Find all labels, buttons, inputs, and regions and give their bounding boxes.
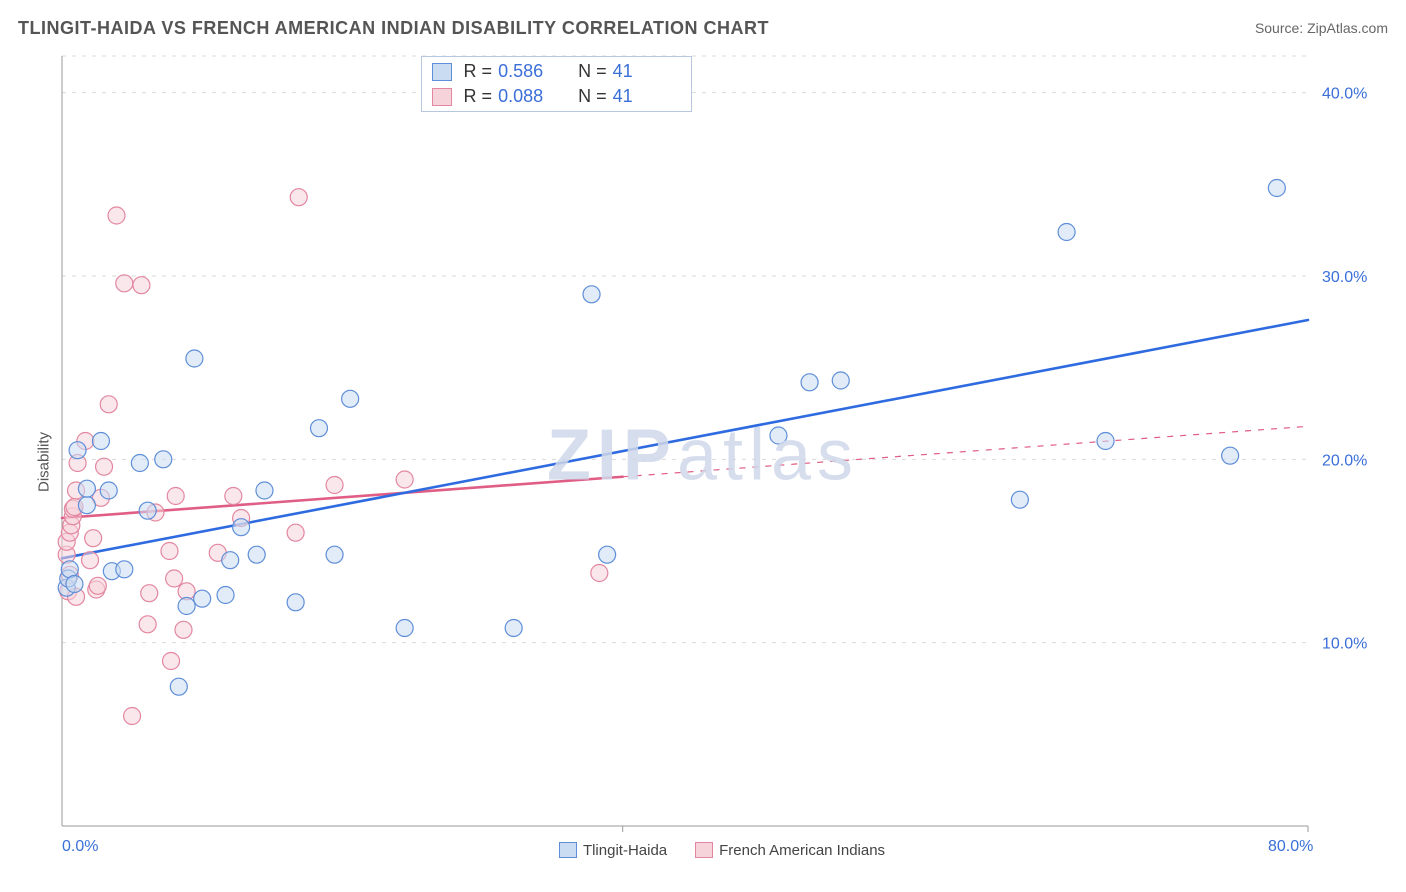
- svg-text:10.0%: 10.0%: [1322, 636, 1367, 653]
- correlation-legend: R =0.586N =41R =0.088N =41: [421, 56, 692, 112]
- legend-item: French American Indians: [695, 842, 885, 859]
- svg-text:20.0%: 20.0%: [1322, 452, 1367, 469]
- legend-swatch: [695, 842, 713, 858]
- x-tick-label: 80.0%: [1268, 838, 1313, 856]
- svg-text:30.0%: 30.0%: [1322, 269, 1367, 286]
- correlation-row: R =0.586N =41: [422, 59, 691, 84]
- legend-label: Tlingit-Haida: [583, 842, 667, 859]
- y-axis-label: Disability: [36, 432, 53, 492]
- source-label: Source: ZipAtlas.com: [1255, 20, 1388, 36]
- legend-label: French American Indians: [719, 842, 885, 859]
- correlation-row: R =0.088N =41: [422, 84, 691, 109]
- scatter-chart: 10.0% 20.0% 30.0% 40.0%: [56, 50, 1388, 832]
- header: TLINGIT-HAIDA VS FRENCH AMERICAN INDIAN …: [18, 18, 1388, 46]
- chart-title: TLINGIT-HAIDA VS FRENCH AMERICAN INDIAN …: [18, 18, 769, 38]
- series-legend: Tlingit-Haida French American Indians: [56, 842, 1388, 859]
- legend-item: Tlingit-Haida: [559, 842, 667, 859]
- plot-area: Disability 10.0%20.0%30.0%40.0% ZIPatlas…: [18, 50, 1388, 874]
- legend-swatch: [559, 842, 577, 858]
- x-tick-label: 0.0%: [62, 838, 98, 856]
- svg-text:40.0%: 40.0%: [1322, 86, 1367, 103]
- x-axis-area: Tlingit-Haida French American Indians 0.0…: [56, 832, 1388, 874]
